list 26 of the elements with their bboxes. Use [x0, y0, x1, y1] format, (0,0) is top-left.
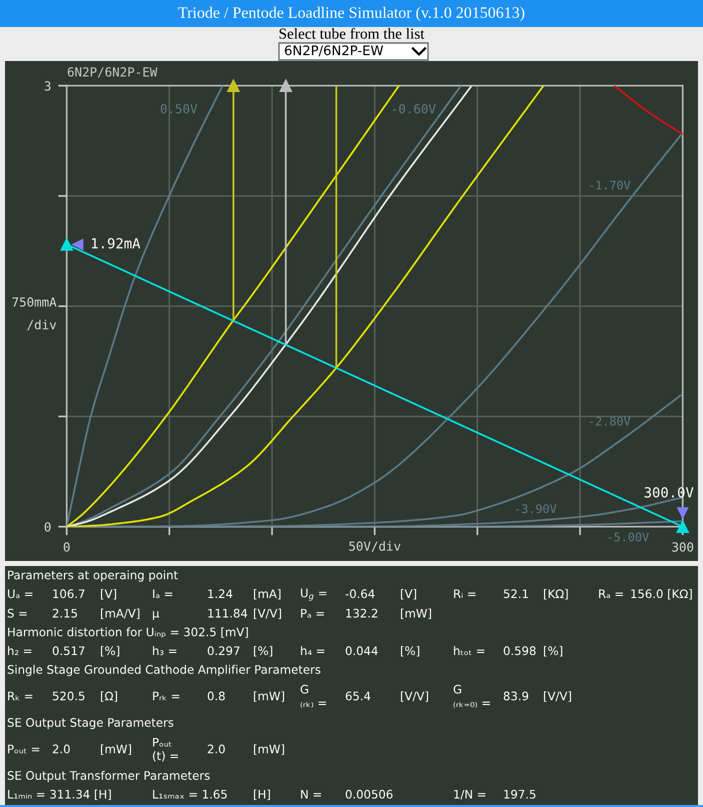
y-axis-title: 750mmA /div: [12, 297, 56, 330]
x-tick-label: 300: [672, 542, 694, 552]
text: Single Stage Grounded Cathode Amplifier Parameters: [8, 664, 320, 676]
annotation: 1.92mA: [92, 238, 140, 249]
text: Rₖ = 520.5 [Ω] Pᵣₖ = 0.8 [mW] G ₍ᵣₖ₎ = 65.4 [V/V] G ₍ᵣₖ₌₀₎ = 83.9 [V/V]: [8, 684, 571, 708]
chart-title: Triode / Pentode Loadline Simulator (v.1.0 20150613): [178, 6, 524, 22]
text: 6N2P/6N2P-EW: [68, 67, 158, 78]
text: S = 2.15 [mA/V] μ 111.84 [V/V] Pₐ = 132.2 [mW]: [8, 608, 431, 620]
text: Pₒᵤₜ = 2.0 [mW] Pₒᵤₜ (t) = 2.0 [mW]: [8, 738, 284, 762]
series-label: -1.70V: [590, 180, 630, 190]
text: Parameters at operaing point: [8, 570, 178, 582]
chart-subtitle: Select tube from the list: [280, 28, 424, 39]
text: Uₐ = 106.7 [V] Iₐ = 1.24 [mA] U$_{g}$ = -0.64 [V] Rᵢ = 52.1 [KΩ] Rₐ = 156.0 [KΩ]: [8, 588, 692, 601]
text: 6N2P/6N2P-EW: [284, 45, 384, 56]
x-axis-title: 50V/div: [349, 541, 400, 552]
text: SE Output Transformer Parameters: [8, 770, 210, 782]
series-label: -0.60V: [392, 104, 436, 114]
series-label: 0.50V: [160, 104, 198, 114]
text: h₂ = 0.517 [%] h₃ = 0.297 [%] h₄ = 0.044 [%] hₜₒₜ = 0.598 [%]: [8, 646, 562, 657]
series-label: -3.90V: [516, 504, 556, 514]
text: Harmonic distortion for Uᵢₙₚ = 302.5 [mV]: [8, 627, 248, 638]
y-tick-label: 3: [44, 81, 50, 91]
series-label: -5.00V: [608, 532, 649, 542]
series-label: -2.80V: [590, 416, 630, 426]
text: SE Output Stage Parameters: [8, 718, 174, 730]
text: L₁ₘᵢₙ = 311.34 [H] L₁ₛₘₐₓ = 1.65 [H] N = 0.00506 1/N = 197.5: [8, 790, 536, 800]
